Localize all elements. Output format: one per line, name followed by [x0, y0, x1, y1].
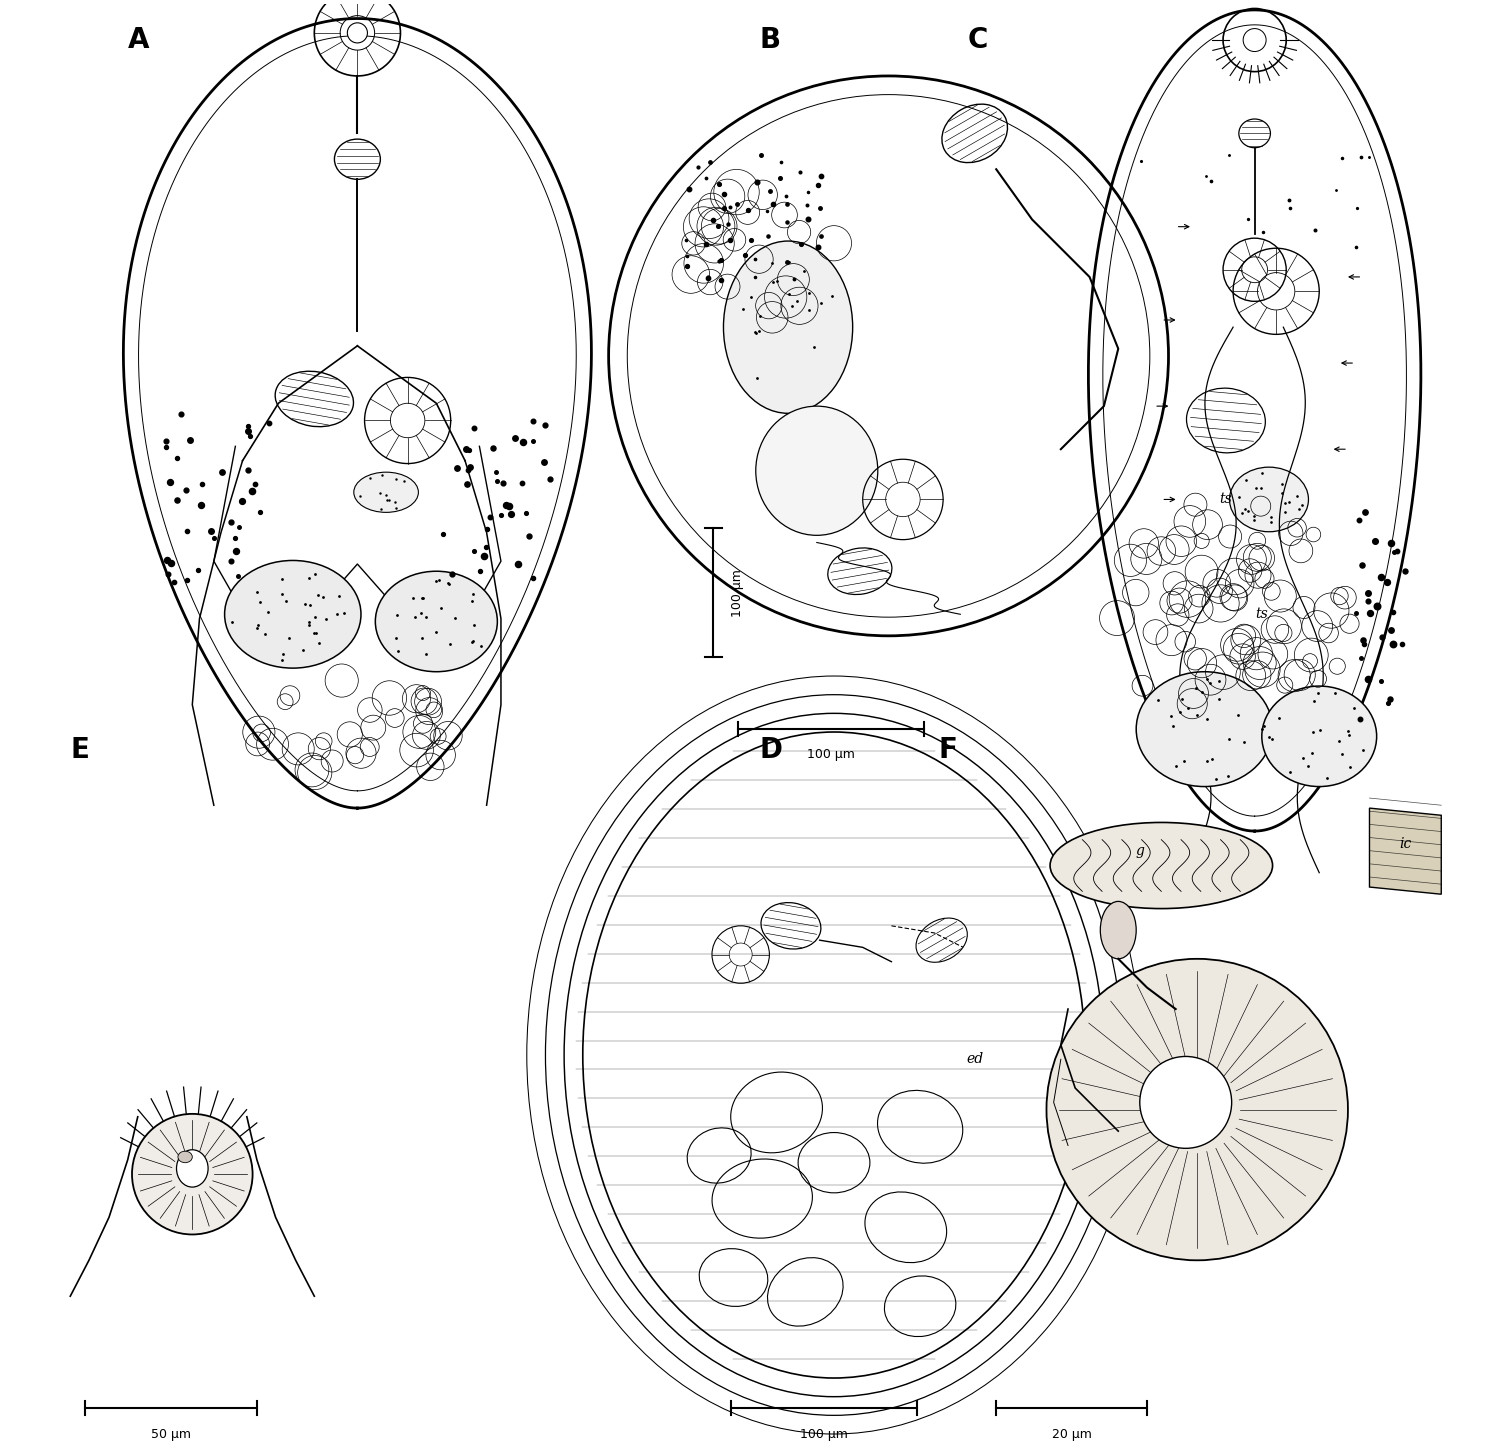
Text: 100 μm: 100 μm [730, 569, 744, 617]
Ellipse shape [1229, 468, 1308, 531]
Text: 50 μm: 50 μm [150, 1428, 191, 1441]
Ellipse shape [353, 472, 419, 513]
Ellipse shape [176, 1150, 209, 1187]
Circle shape [1046, 959, 1348, 1260]
Text: 100 μm: 100 μm [800, 1428, 848, 1441]
Text: D: D [760, 737, 782, 765]
Text: g: g [1135, 844, 1144, 859]
Text: F: F [939, 737, 958, 765]
Text: B: B [760, 26, 781, 54]
Ellipse shape [375, 571, 498, 672]
Ellipse shape [1100, 902, 1137, 959]
Text: C: C [967, 26, 988, 54]
Text: A: A [128, 26, 149, 54]
Ellipse shape [1262, 686, 1377, 786]
Ellipse shape [225, 560, 361, 668]
Circle shape [1140, 1057, 1232, 1148]
Ellipse shape [1050, 822, 1272, 908]
Text: 20 μm: 20 μm [1052, 1428, 1092, 1441]
Circle shape [347, 23, 368, 43]
Text: 100 μm: 100 μm [808, 747, 855, 760]
Text: ed: ed [966, 1053, 983, 1066]
Circle shape [133, 1114, 253, 1235]
Ellipse shape [1137, 672, 1272, 786]
Ellipse shape [724, 240, 852, 413]
Text: E: E [70, 737, 89, 765]
Polygon shape [1369, 808, 1441, 895]
Text: ts: ts [1256, 607, 1268, 621]
Text: ic: ic [1399, 837, 1411, 851]
Ellipse shape [755, 405, 878, 536]
Ellipse shape [177, 1151, 192, 1163]
Text: ts: ts [1219, 492, 1232, 507]
